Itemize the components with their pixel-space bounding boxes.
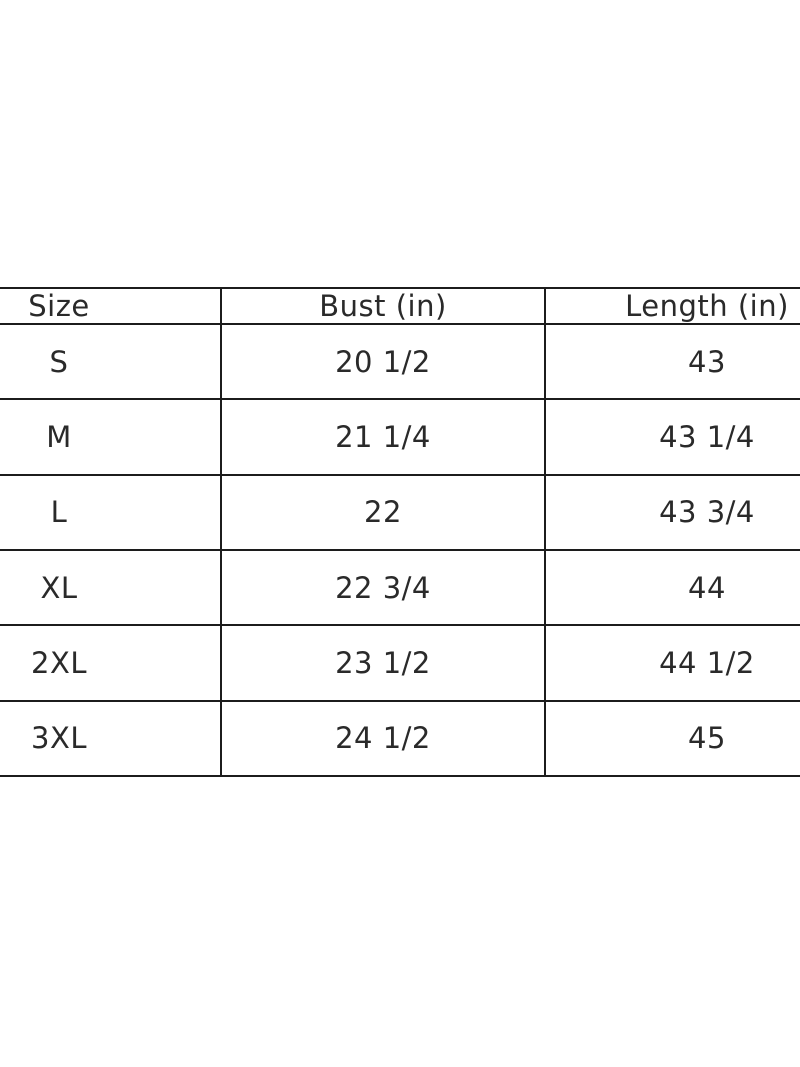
cell-bust: 22 3/4	[220, 548, 546, 627]
header-cell-size: Size	[0, 287, 222, 325]
header-cell-bust: Bust (in)	[220, 287, 546, 325]
cell-length: 44	[544, 548, 800, 627]
table-row-l: L 22 43 3/4	[0, 473, 800, 551]
table-row-3xl: 3XL 24 1/2 45	[0, 699, 800, 778]
table-row-xl: XL 22 3/4 44	[0, 548, 800, 627]
size-chart-table: Size Bust (in) Length (in) S 20 1/2 43 M…	[0, 287, 800, 778]
cell-length: 44 1/2	[544, 624, 800, 702]
table-row-2xl: 2XL 23 1/2 44 1/2	[0, 624, 800, 702]
header-row: Size Bust (in) Length (in)	[0, 287, 800, 325]
table-row-s: S 20 1/2 43	[0, 322, 800, 401]
cell-length: 43	[544, 322, 800, 401]
cell-bust: 23 1/2	[220, 624, 546, 702]
cell-size: S	[0, 322, 222, 401]
cell-size: 2XL	[0, 624, 222, 702]
header-cell-length: Length (in)	[544, 287, 800, 325]
cell-length: 43 3/4	[544, 473, 800, 551]
cell-bust: 22	[220, 473, 546, 551]
cell-size: M	[0, 398, 222, 476]
cell-size: XL	[0, 548, 222, 627]
cell-bust: 21 1/4	[220, 398, 546, 476]
cell-length: 43 1/4	[544, 398, 800, 476]
table-row-m: M 21 1/4 43 1/4	[0, 398, 800, 476]
cell-bust: 24 1/2	[220, 699, 546, 778]
cell-bust: 20 1/2	[220, 322, 546, 401]
cell-size: 3XL	[0, 699, 222, 778]
cell-length: 45	[544, 699, 800, 778]
cell-size: L	[0, 473, 222, 551]
